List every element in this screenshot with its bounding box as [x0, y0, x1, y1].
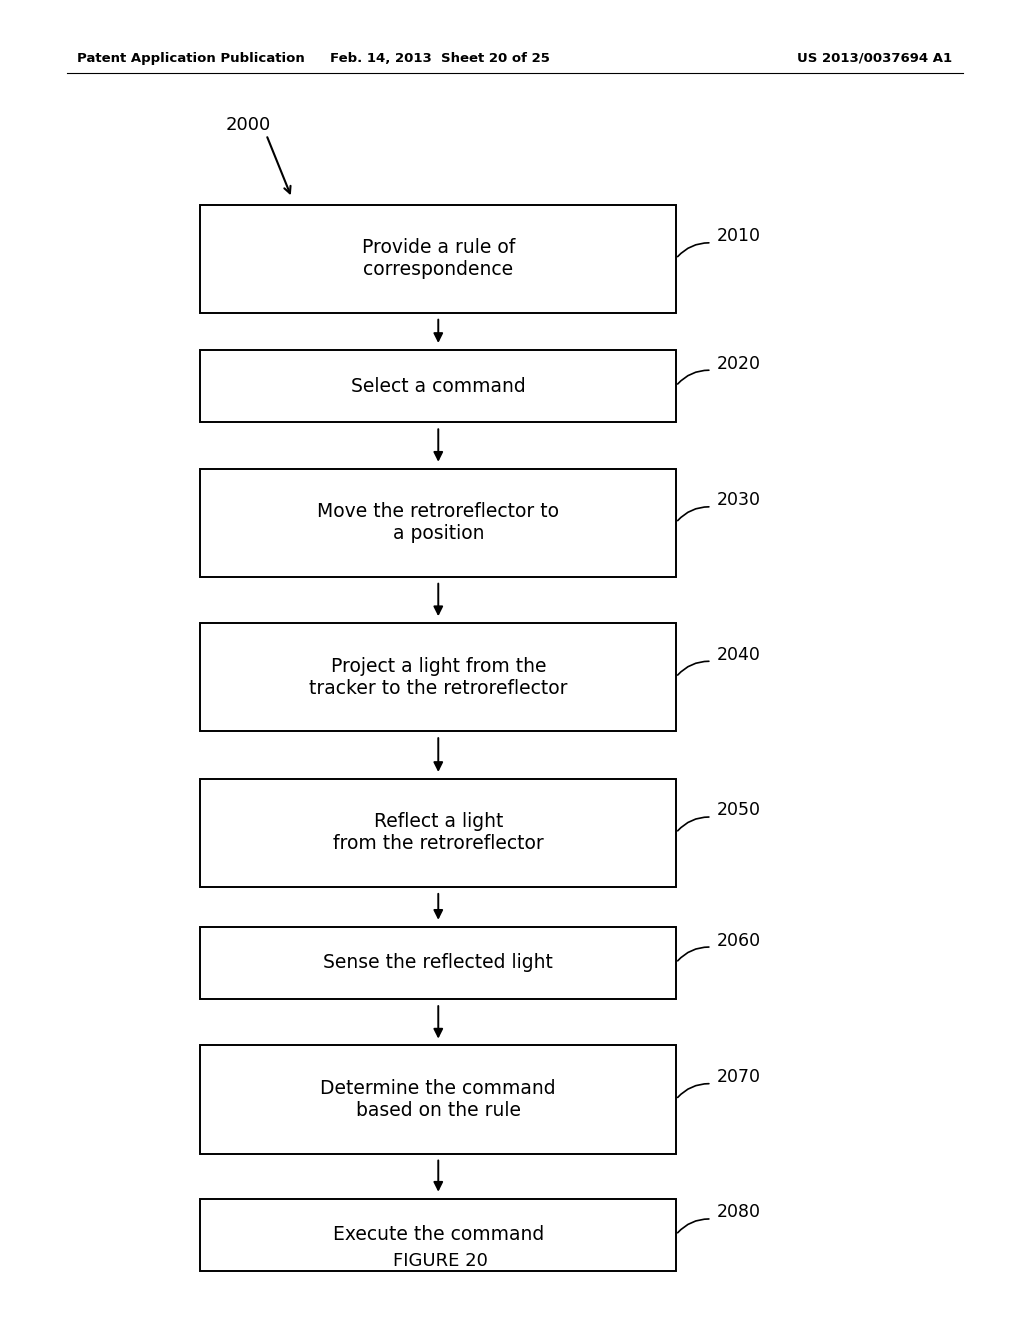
Text: Feb. 14, 2013  Sheet 20 of 25: Feb. 14, 2013 Sheet 20 of 25 — [331, 51, 550, 65]
Text: US 2013/0037694 A1: US 2013/0037694 A1 — [798, 51, 952, 65]
Bar — [200, 350, 676, 422]
Text: 2030: 2030 — [717, 491, 761, 510]
Text: FIGURE 20: FIGURE 20 — [393, 1251, 487, 1270]
Text: Determine the command
based on the rule: Determine the command based on the rule — [321, 1078, 556, 1121]
Bar — [200, 469, 676, 577]
Text: 2010: 2010 — [717, 227, 761, 246]
Text: 2020: 2020 — [717, 355, 761, 372]
Text: Reflect a light
from the retroreflector: Reflect a light from the retroreflector — [333, 812, 544, 854]
Text: 2080: 2080 — [717, 1204, 761, 1221]
Text: Project a light from the
tracker to the retroreflector: Project a light from the tracker to the … — [309, 656, 567, 698]
Bar — [200, 927, 676, 999]
Text: Execute the command: Execute the command — [333, 1225, 544, 1245]
Text: Move the retroreflector to
a position: Move the retroreflector to a position — [317, 502, 559, 544]
Text: 2040: 2040 — [717, 645, 761, 664]
Text: Patent Application Publication: Patent Application Publication — [77, 51, 304, 65]
Text: Provide a rule of
correspondence: Provide a rule of correspondence — [361, 238, 515, 280]
Text: 2000: 2000 — [225, 116, 270, 135]
Text: Select a command: Select a command — [351, 376, 525, 396]
Bar — [200, 779, 676, 887]
Text: 2060: 2060 — [717, 932, 761, 949]
Text: 2070: 2070 — [717, 1068, 761, 1086]
Bar — [200, 205, 676, 313]
Bar — [200, 1045, 676, 1154]
Text: 2050: 2050 — [717, 801, 761, 820]
Bar — [200, 623, 676, 731]
Text: Sense the reflected light: Sense the reflected light — [324, 953, 553, 973]
Bar — [200, 1199, 676, 1271]
